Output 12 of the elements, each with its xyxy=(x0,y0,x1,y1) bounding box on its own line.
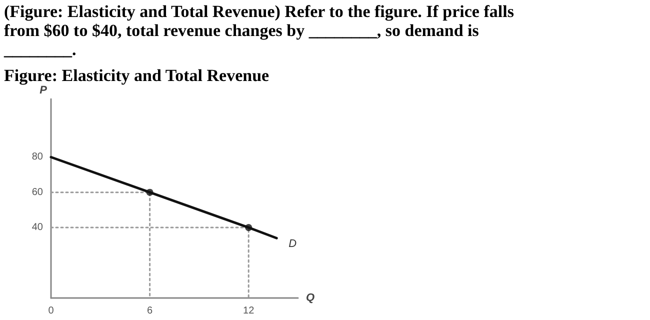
line-series xyxy=(50,156,278,240)
x-axis-title: Q xyxy=(306,292,315,304)
y-tick-label: 40 xyxy=(32,222,44,234)
y-tick-label: 60 xyxy=(32,186,44,198)
y-axis-title: P xyxy=(40,84,48,96)
chart-title: (Figure: Elasticity and Total Revenue) Refer to the figure. If price falls from $60 to $40, total revenue changes by ________, so demand is ________. xyxy=(4,2,515,59)
x-tick-label: 6 xyxy=(147,306,154,316)
series-label: D xyxy=(288,238,297,250)
x-tick-label: 0 xyxy=(48,306,54,316)
y-tick-label: 80 xyxy=(32,152,44,163)
chart-subtitle: Figure: Elasticity and Total Revenue xyxy=(4,66,270,85)
x-tick-label: 12 xyxy=(243,306,255,316)
